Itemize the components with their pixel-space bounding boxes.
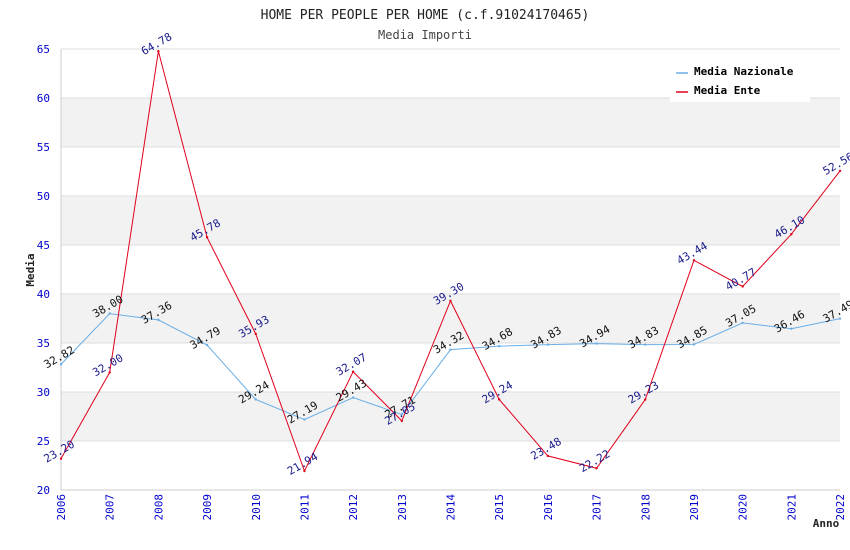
point-media-ente-2014 bbox=[449, 299, 452, 303]
legend-label-media-ente: Media Ente bbox=[694, 84, 761, 97]
x-tick-2007: 2007 bbox=[104, 494, 117, 521]
point-media-ente-2012 bbox=[351, 370, 355, 373]
band-55 bbox=[61, 98, 840, 147]
x-tick-2006: 2006 bbox=[55, 494, 68, 521]
x-axis-label: Anno bbox=[813, 517, 840, 530]
data-label-media-ente-2011: 21.94 bbox=[285, 450, 321, 478]
x-tick-2009: 2009 bbox=[201, 494, 214, 521]
point-media-ente-2006 bbox=[59, 457, 63, 460]
x-tick-2021: 2021 bbox=[785, 494, 798, 521]
y-tick-45: 45 bbox=[37, 239, 50, 252]
x-tick-2017: 2017 bbox=[591, 494, 604, 521]
data-label-media-ente-2020: 40.77 bbox=[723, 266, 758, 294]
point-media-nazionale-2020 bbox=[741, 321, 744, 325]
y-tick-20: 20 bbox=[37, 484, 50, 497]
point-media-nazionale-2014 bbox=[449, 348, 452, 351]
x-tick-2018: 2018 bbox=[639, 494, 652, 521]
x-tick-2010: 2010 bbox=[250, 494, 263, 521]
gridlines bbox=[61, 48, 840, 491]
point-media-ente-2010 bbox=[254, 332, 257, 336]
x-tick-2016: 2016 bbox=[542, 494, 555, 521]
point-media-nazionale-2019 bbox=[692, 343, 696, 346]
y-tick-60: 60 bbox=[37, 92, 50, 105]
point-media-ente-2015 bbox=[497, 398, 501, 401]
x-tick-2022: 2022 bbox=[834, 494, 847, 521]
point-media-nazionale-2010 bbox=[254, 398, 257, 401]
point-media-ente-2016 bbox=[546, 454, 550, 458]
point-media-nazionale-2021 bbox=[790, 327, 793, 330]
x-tick-2011: 2011 bbox=[298, 494, 311, 521]
point-media-nazionale-2007 bbox=[108, 312, 111, 315]
axes bbox=[60, 49, 840, 491]
y-tick-25: 25 bbox=[37, 435, 50, 448]
point-media-ente-2013 bbox=[400, 419, 404, 423]
point-media-nazionale-2008 bbox=[157, 318, 160, 322]
legend-label-media-nazionale: Media Nazionale bbox=[694, 65, 794, 78]
data-label-media-ente-2017: 22.22 bbox=[577, 447, 612, 475]
point-media-nazionale-2015 bbox=[497, 344, 501, 348]
point-media-nazionale-2012 bbox=[351, 396, 355, 399]
legend-box bbox=[670, 60, 810, 102]
y-tick-30: 30 bbox=[37, 386, 50, 399]
y-tick-50: 50 bbox=[37, 190, 50, 203]
point-media-ente-2022 bbox=[838, 169, 842, 173]
x-tick-2013: 2013 bbox=[396, 494, 409, 521]
point-media-ente-2020 bbox=[741, 285, 744, 288]
point-media-nazionale-2017 bbox=[595, 342, 598, 345]
y-tick-35: 35 bbox=[37, 337, 50, 350]
point-media-ente-2017 bbox=[595, 467, 598, 470]
point-media-nazionale-2009 bbox=[205, 343, 209, 347]
y-tick-40: 40 bbox=[37, 288, 50, 301]
chart-subtitle: Media Importi bbox=[378, 28, 472, 42]
x-tick-2008: 2008 bbox=[152, 494, 165, 521]
x-tick-2019: 2019 bbox=[688, 494, 701, 521]
point-media-ente-2018 bbox=[644, 398, 647, 401]
point-media-nazionale-2018 bbox=[644, 343, 647, 346]
background-bands bbox=[61, 98, 840, 441]
x-tick-2012: 2012 bbox=[347, 494, 360, 521]
x-tick-labels: 2006 2007 2008 2009 2010 2011 2012 2013 2014 2015… bbox=[55, 494, 847, 521]
point-media-ente-2009 bbox=[205, 236, 209, 239]
point-media-ente-2007 bbox=[108, 371, 111, 374]
point-media-nazionale-2011 bbox=[303, 418, 306, 421]
series-lines bbox=[59, 49, 842, 473]
band-45 bbox=[61, 196, 840, 245]
legend: Media Nazionale Media Ente bbox=[670, 60, 810, 102]
y-tick-labels: 20 25 30 35 40 45 50 55 60 65 bbox=[37, 43, 50, 497]
data-label-media-ente-2022: 52.56 bbox=[821, 150, 850, 178]
x-tick-2015: 2015 bbox=[493, 494, 506, 521]
y-tick-55: 55 bbox=[37, 141, 50, 154]
point-media-nazionale-2016 bbox=[546, 343, 550, 346]
y-axis-label: Media bbox=[24, 253, 37, 286]
point-media-ente-2019 bbox=[692, 259, 696, 262]
x-tick-2014: 2014 bbox=[445, 494, 458, 521]
y-tick-65: 65 bbox=[37, 43, 50, 56]
data-label-media-ente-2008: 64.78 bbox=[139, 30, 174, 58]
band-25 bbox=[61, 392, 840, 441]
point-media-nazionale-2013 bbox=[400, 413, 404, 416]
point-media-ente-2011 bbox=[303, 469, 306, 473]
x-tick-2020: 2020 bbox=[737, 494, 750, 521]
point-media-nazionale-2022 bbox=[838, 317, 842, 320]
chart-title: HOME PER PEOPLE PER HOME (c.f.9102417046… bbox=[261, 8, 590, 23]
point-media-ente-2021 bbox=[790, 233, 793, 236]
point-media-ente-2008 bbox=[157, 49, 160, 53]
point-media-nazionale-2006 bbox=[59, 363, 63, 366]
